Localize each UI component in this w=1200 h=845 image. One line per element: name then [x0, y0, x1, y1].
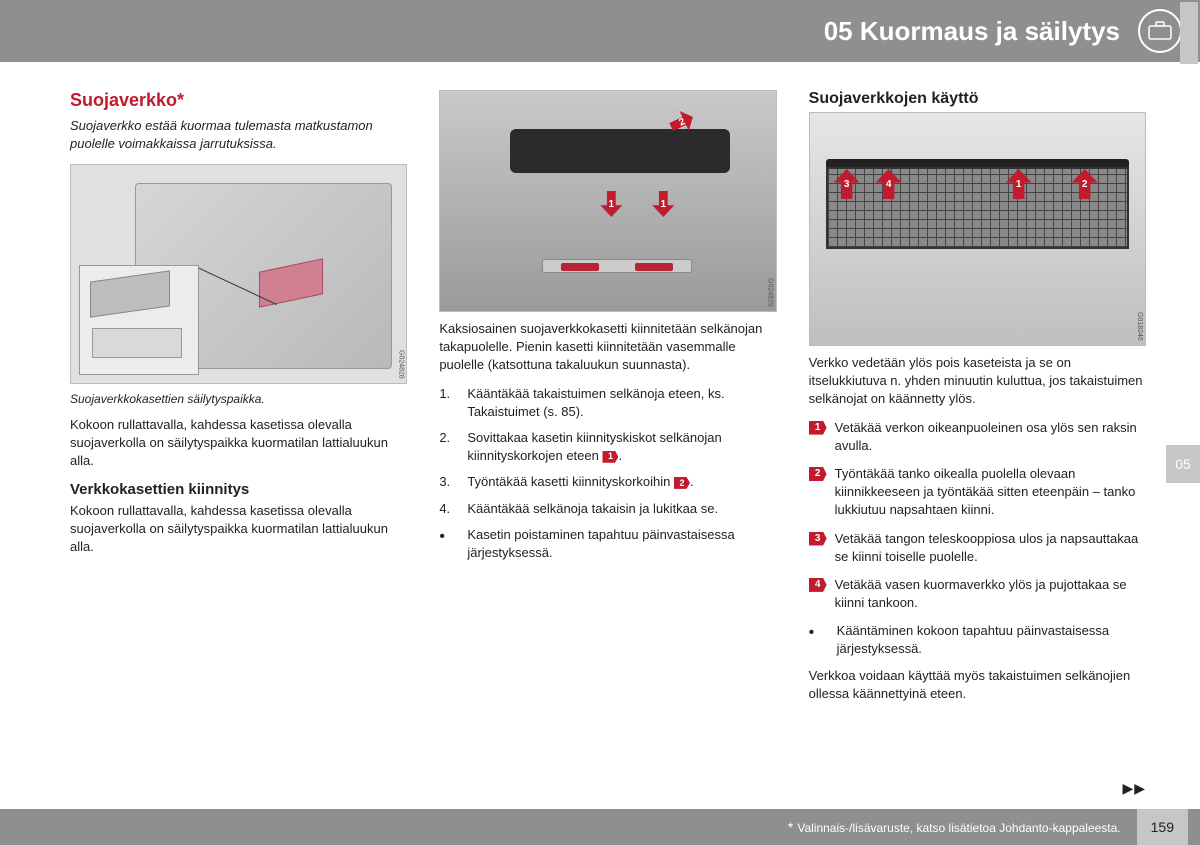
step-item: 4.Kääntäkää selkänoja takaisin ja lukitk… [439, 500, 776, 518]
section-title: Suojaverkkojen käyttö [809, 90, 1146, 108]
chapter-title: 05 Kuormaus ja säilytys [824, 16, 1120, 47]
figure-id: G018246 [1136, 312, 1143, 341]
step-list: 1.Kääntäkää takaistuimen selkänoja eteen… [439, 385, 776, 518]
figure-id: G024829 [767, 278, 774, 307]
footer: *Valinnais-/lisävaruste, katso lisätieto… [0, 809, 1200, 845]
chapter-number: 05 [824, 16, 853, 46]
chapter-header: 05 Kuormaus ja säilytys [0, 0, 1200, 62]
bullet-item: Kasetin poistaminen tapahtuu päinvastais… [439, 526, 776, 562]
paragraph: Verkko vedetään ylös pois kaseteista ja … [809, 354, 1146, 409]
section-tab: 05 [1166, 445, 1200, 483]
marker-list: 1Vetäkää verkon oikeanpuoleinen osa ylös… [809, 419, 1146, 613]
column-1: Suojaverkko* Suojaverkko estää kuormaa t… [70, 90, 407, 713]
column-3: Suojaverkkojen käyttö 3 4 1 2 G018246 Ve… [809, 90, 1146, 713]
paragraph: Kokoon rullattavalla, kahdessa kasetissa… [70, 416, 407, 471]
suitcase-icon [1138, 9, 1182, 53]
paragraph: Kokoon rullattavalla, kahdessa kasetissa… [70, 502, 407, 557]
marker-item: 2Työntäkää tanko oikealla puolella oleva… [809, 465, 1146, 520]
asterisk-icon: * [788, 819, 793, 835]
continuation-icon: ▶▶ [1122, 780, 1146, 797]
page-number: 159 [1137, 809, 1188, 845]
marker-item: 1Vetäkää verkon oikeanpuoleinen osa ylös… [809, 419, 1146, 455]
bullet-list: Kääntäminen kokoon tapahtuu päinvastaise… [809, 622, 1146, 658]
bullet-list: Kasetin poistaminen tapahtuu päinvastais… [439, 526, 776, 562]
intro-text: Suojaverkko estää kuormaa tulemasta matk… [70, 117, 407, 152]
bullet-item: Kääntäminen kokoon tapahtuu päinvastaise… [809, 622, 1146, 658]
marker-item: 3Vetäkää tangon teleskooppiosa ulos ja n… [809, 530, 1146, 566]
step-item: 1.Kääntäkää takaistuimen selkänoja eteen… [439, 385, 776, 421]
figure-net-usage: 3 4 1 2 G018246 [809, 112, 1146, 346]
figure-cassette-install: 2 1 1 G024829 [439, 90, 776, 312]
chapter-name: Kuormaus ja säilytys [860, 16, 1120, 46]
footer-note: *Valinnais-/lisävaruste, katso lisätieto… [788, 819, 1121, 835]
step-item: 3.Työntäkää kasetti kiinnityskorkoihin 2… [439, 473, 776, 491]
marker-item: 4Vetäkää vasen kuormaverkko ylös ja pujo… [809, 576, 1146, 612]
figure-caption: Suojaverkkokasettien säilytyspaikka. [70, 392, 407, 406]
section-title: Suojaverkko* [70, 90, 407, 111]
paragraph: Kaksiosainen suojaverkkokasetti kiinnite… [439, 320, 776, 375]
figure-id: G024828 [397, 350, 404, 379]
column-2: 2 1 1 G024829 Kaksiosainen suojaverkkoka… [439, 90, 776, 713]
figure-storage-location: G024828 [70, 164, 407, 384]
paragraph: Verkkoa voidaan käyttää myös takaistuime… [809, 667, 1146, 703]
subheading: Verkkokasettien kiinnitys [70, 481, 407, 498]
step-item: 2.Sovittakaa kasetin kiinnityskiskot sel… [439, 429, 776, 465]
page-body: Suojaverkko* Suojaverkko estää kuormaa t… [0, 62, 1200, 723]
